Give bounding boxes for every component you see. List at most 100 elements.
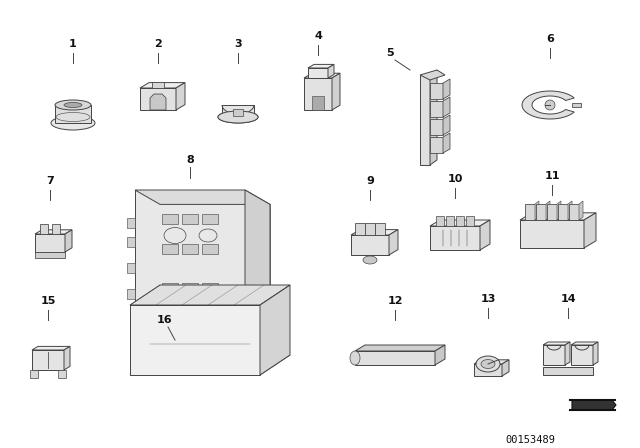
Ellipse shape: [481, 359, 495, 369]
Polygon shape: [430, 119, 443, 135]
Polygon shape: [565, 342, 570, 365]
Text: 8: 8: [186, 155, 194, 165]
Polygon shape: [140, 82, 185, 88]
Polygon shape: [140, 88, 176, 110]
Ellipse shape: [51, 116, 95, 130]
Bar: [162, 214, 178, 224]
Polygon shape: [328, 65, 334, 78]
Polygon shape: [245, 190, 270, 334]
Text: 9: 9: [366, 176, 374, 186]
Polygon shape: [52, 224, 60, 234]
Bar: [162, 244, 178, 254]
Polygon shape: [351, 229, 398, 235]
Polygon shape: [127, 237, 135, 247]
Bar: [202, 214, 218, 224]
Polygon shape: [127, 289, 135, 299]
Polygon shape: [40, 224, 48, 234]
Text: 00153489: 00153489: [505, 435, 555, 445]
Polygon shape: [579, 201, 583, 220]
Ellipse shape: [218, 111, 258, 123]
Polygon shape: [35, 230, 72, 234]
Text: 16: 16: [157, 315, 173, 325]
Polygon shape: [572, 400, 616, 410]
Polygon shape: [443, 133, 450, 153]
Polygon shape: [355, 223, 365, 235]
Polygon shape: [520, 213, 596, 220]
Ellipse shape: [350, 351, 360, 365]
Polygon shape: [520, 220, 584, 248]
Polygon shape: [543, 367, 593, 375]
Text: 6: 6: [546, 34, 554, 44]
Polygon shape: [522, 91, 574, 119]
Polygon shape: [547, 204, 557, 220]
Polygon shape: [365, 223, 375, 235]
Polygon shape: [525, 204, 535, 220]
Polygon shape: [568, 201, 572, 220]
Polygon shape: [502, 360, 509, 376]
Polygon shape: [260, 285, 290, 375]
Polygon shape: [130, 355, 290, 375]
Polygon shape: [430, 101, 443, 117]
Bar: [182, 244, 198, 254]
Polygon shape: [30, 370, 38, 378]
Bar: [202, 283, 218, 293]
Polygon shape: [456, 216, 464, 226]
Polygon shape: [308, 65, 334, 68]
Polygon shape: [546, 201, 550, 220]
Polygon shape: [435, 345, 445, 365]
Ellipse shape: [64, 103, 82, 108]
Polygon shape: [127, 217, 135, 228]
Polygon shape: [64, 346, 70, 370]
Polygon shape: [222, 105, 254, 117]
Bar: [202, 244, 218, 254]
Ellipse shape: [476, 356, 500, 372]
Bar: [182, 214, 198, 224]
Text: 4: 4: [314, 31, 322, 41]
Polygon shape: [466, 216, 474, 226]
Polygon shape: [593, 342, 598, 365]
Polygon shape: [446, 216, 454, 226]
Polygon shape: [535, 201, 539, 220]
Polygon shape: [58, 370, 66, 378]
Polygon shape: [571, 345, 593, 365]
Text: 15: 15: [40, 296, 56, 306]
Polygon shape: [558, 204, 568, 220]
Polygon shape: [584, 213, 596, 248]
Polygon shape: [65, 230, 72, 252]
Polygon shape: [355, 345, 445, 351]
Polygon shape: [135, 190, 270, 204]
Polygon shape: [152, 82, 164, 88]
Text: 7: 7: [46, 176, 54, 186]
Bar: [162, 283, 178, 293]
Polygon shape: [32, 350, 64, 370]
Polygon shape: [430, 220, 490, 226]
Polygon shape: [332, 73, 340, 110]
Text: 5: 5: [386, 48, 394, 58]
Polygon shape: [35, 252, 65, 258]
Polygon shape: [233, 109, 243, 116]
Polygon shape: [543, 342, 570, 345]
Polygon shape: [176, 82, 185, 110]
Ellipse shape: [218, 111, 258, 123]
Polygon shape: [474, 364, 502, 376]
Polygon shape: [304, 78, 332, 110]
Text: 11: 11: [544, 171, 560, 181]
Text: 14: 14: [560, 294, 576, 304]
Text: 10: 10: [447, 174, 463, 184]
Polygon shape: [55, 105, 91, 123]
Polygon shape: [443, 79, 450, 99]
Text: 3: 3: [234, 39, 242, 49]
Ellipse shape: [55, 100, 91, 110]
Polygon shape: [569, 204, 579, 220]
Polygon shape: [304, 73, 340, 78]
Polygon shape: [543, 345, 565, 365]
Polygon shape: [312, 96, 324, 110]
Polygon shape: [420, 70, 445, 80]
Polygon shape: [130, 285, 290, 305]
Polygon shape: [572, 103, 581, 107]
Polygon shape: [355, 351, 435, 365]
Polygon shape: [430, 226, 480, 250]
Polygon shape: [160, 204, 270, 334]
Circle shape: [545, 100, 555, 110]
Polygon shape: [536, 204, 546, 220]
